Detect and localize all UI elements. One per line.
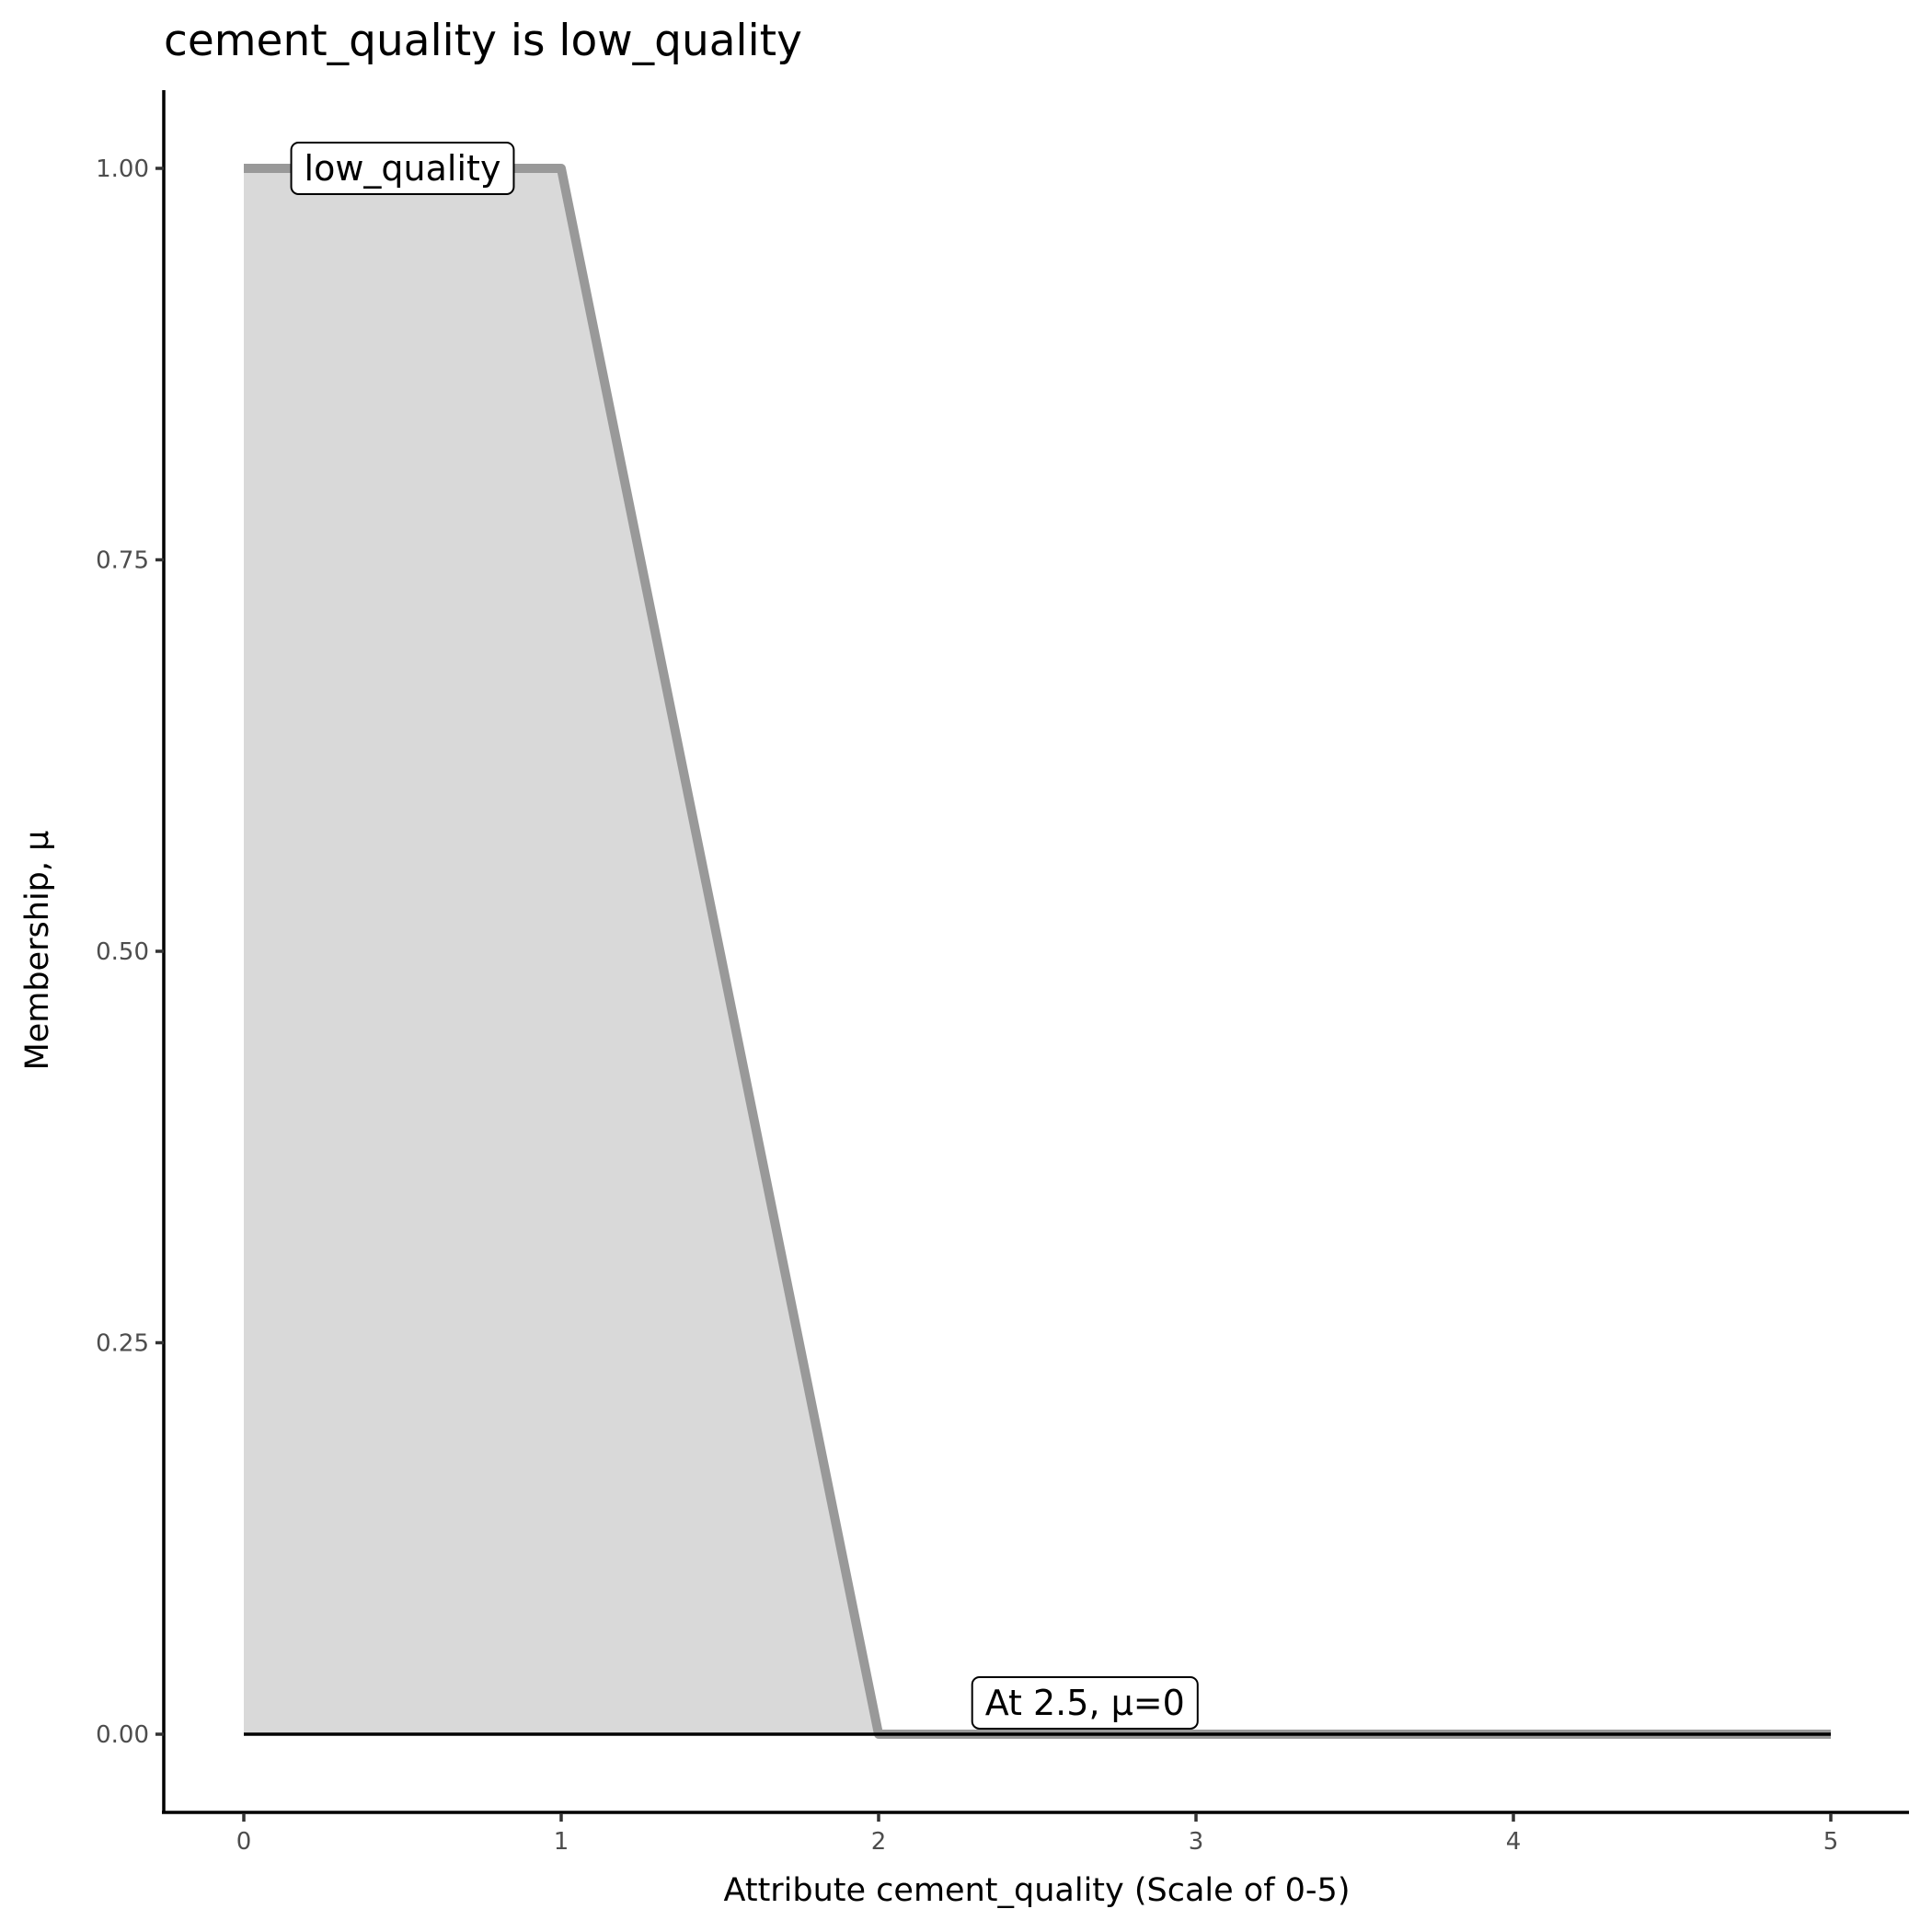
- annotation-text: At 2.5, μ=0: [985, 1683, 1185, 1723]
- x-tick-label: 4: [1506, 1828, 1522, 1856]
- y-tick-label: 1.00: [96, 155, 149, 183]
- y-tick-label: 0.75: [96, 547, 149, 575]
- chart-title: cement_quality is low_quality: [164, 16, 802, 66]
- annotation-label: low_quality: [290, 142, 515, 195]
- y-tick-label: 0.50: [96, 938, 149, 966]
- x-tick-label: 0: [236, 1828, 252, 1856]
- x-axis-title: Attribute cement_quality (Scale of 0-5): [724, 1872, 1351, 1909]
- x-tick-label: 1: [554, 1828, 569, 1856]
- y-tick-label: 0.00: [96, 1721, 149, 1749]
- x-tick-label: 2: [871, 1828, 887, 1856]
- membership-area: [244, 168, 1831, 1734]
- annotation-box: [290, 142, 515, 195]
- annotation-label: At 2.5, μ=0: [971, 1675, 1199, 1730]
- annotation-box: [971, 1675, 1199, 1730]
- annotation-text: low_quality: [305, 148, 501, 189]
- x-tick-label: 3: [1189, 1828, 1204, 1856]
- y-axis-title: Membership, μ: [19, 831, 56, 1071]
- y-tick-label: 0.25: [96, 1330, 149, 1358]
- x-tick-label: 5: [1823, 1828, 1839, 1856]
